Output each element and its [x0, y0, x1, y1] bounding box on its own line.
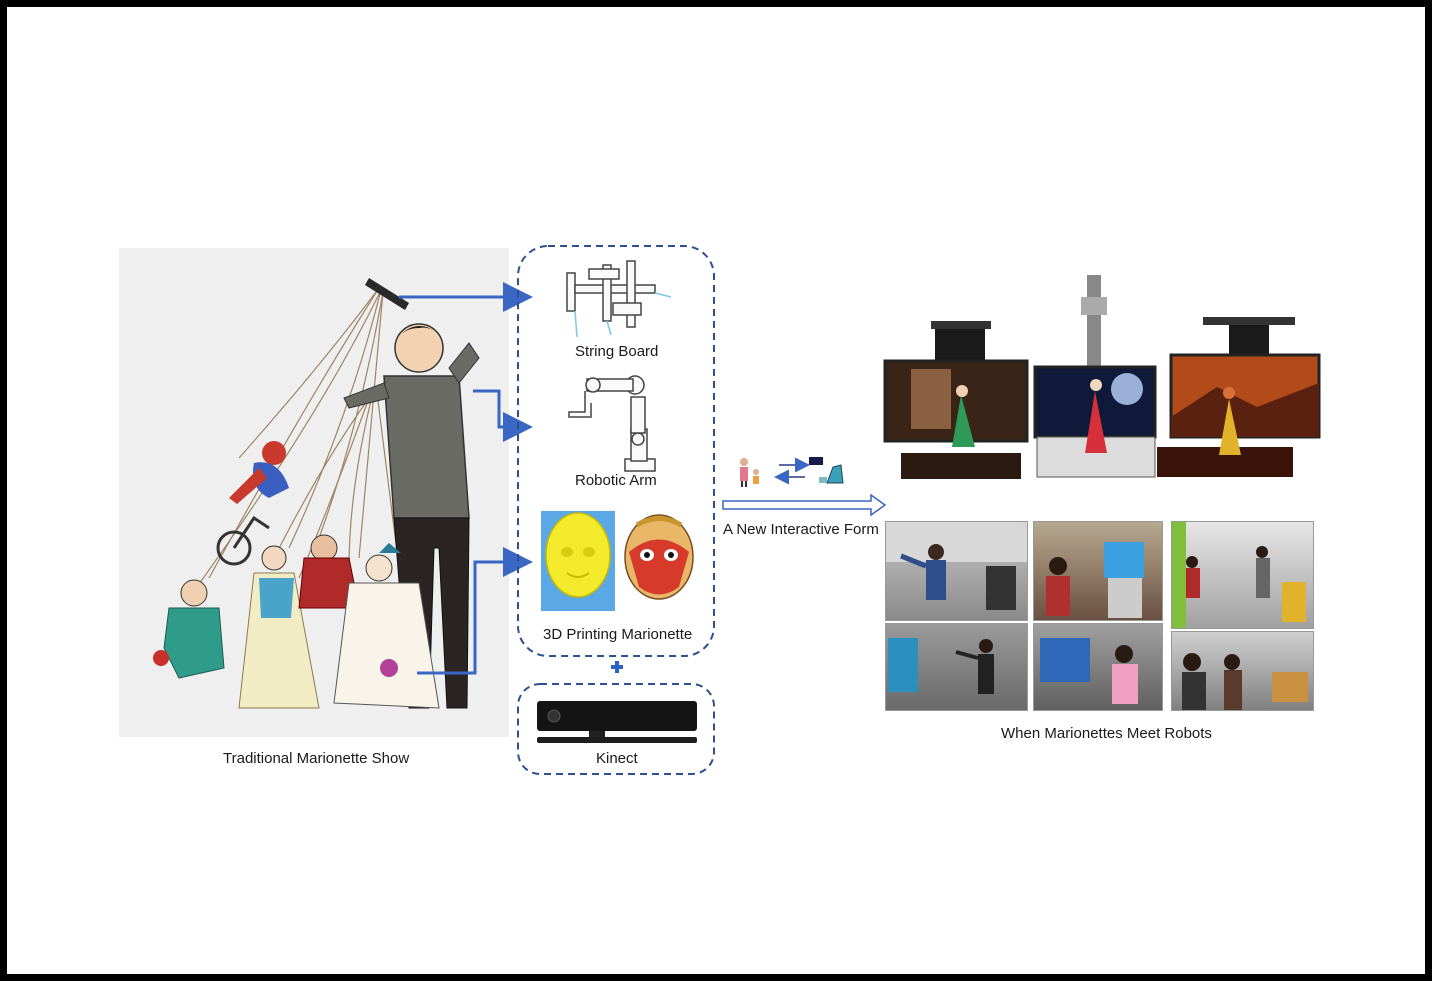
- robotic-arm-icon: [568, 375, 656, 472]
- traditional-caption: Traditional Marionette Show: [223, 750, 410, 767]
- center-robot-station: [1033, 275, 1157, 478]
- left-robot-station: [883, 321, 1029, 479]
- photo-2: [1033, 521, 1163, 621]
- photo-6: [1171, 631, 1314, 711]
- components-dashed-box: [517, 245, 715, 657]
- new-form-arrow: [722, 493, 887, 517]
- kinect-label: Kinect: [596, 750, 638, 767]
- monkey-king-mask: [624, 514, 694, 600]
- traditional-marionette-illustration: [119, 248, 509, 737]
- photo-1: [885, 521, 1028, 621]
- right-robot-station: [1157, 317, 1321, 477]
- robot-installations: [883, 275, 1321, 479]
- string-board-icon: [566, 260, 672, 338]
- 3d-printing-label: 3D Printing Marionette: [543, 626, 693, 643]
- meet-robots-caption: When Marionettes Meet Robots: [1001, 725, 1212, 742]
- 3d-print-yellow-head: [541, 511, 615, 611]
- interaction-icon: [740, 457, 844, 487]
- kinect-device-icon: [537, 701, 697, 743]
- plus-icon: [611, 661, 623, 673]
- arrow-to-3d-printing: [417, 547, 533, 675]
- figure-canvas: Traditional Marionette Show: [7, 7, 1425, 974]
- new-interactive-form-label: A New Interactive Form: [723, 521, 879, 538]
- string-board-label: String Board: [575, 343, 659, 360]
- connector-layer: [399, 245, 887, 775]
- photo-3: [1171, 521, 1314, 629]
- robotic-arm-label: Robotic Arm: [575, 472, 657, 489]
- kinect-dashed-box: [517, 683, 715, 775]
- arrow-to-robotic-arm: [473, 389, 533, 442]
- photo-4: [885, 623, 1028, 711]
- photo-5: [1033, 623, 1163, 711]
